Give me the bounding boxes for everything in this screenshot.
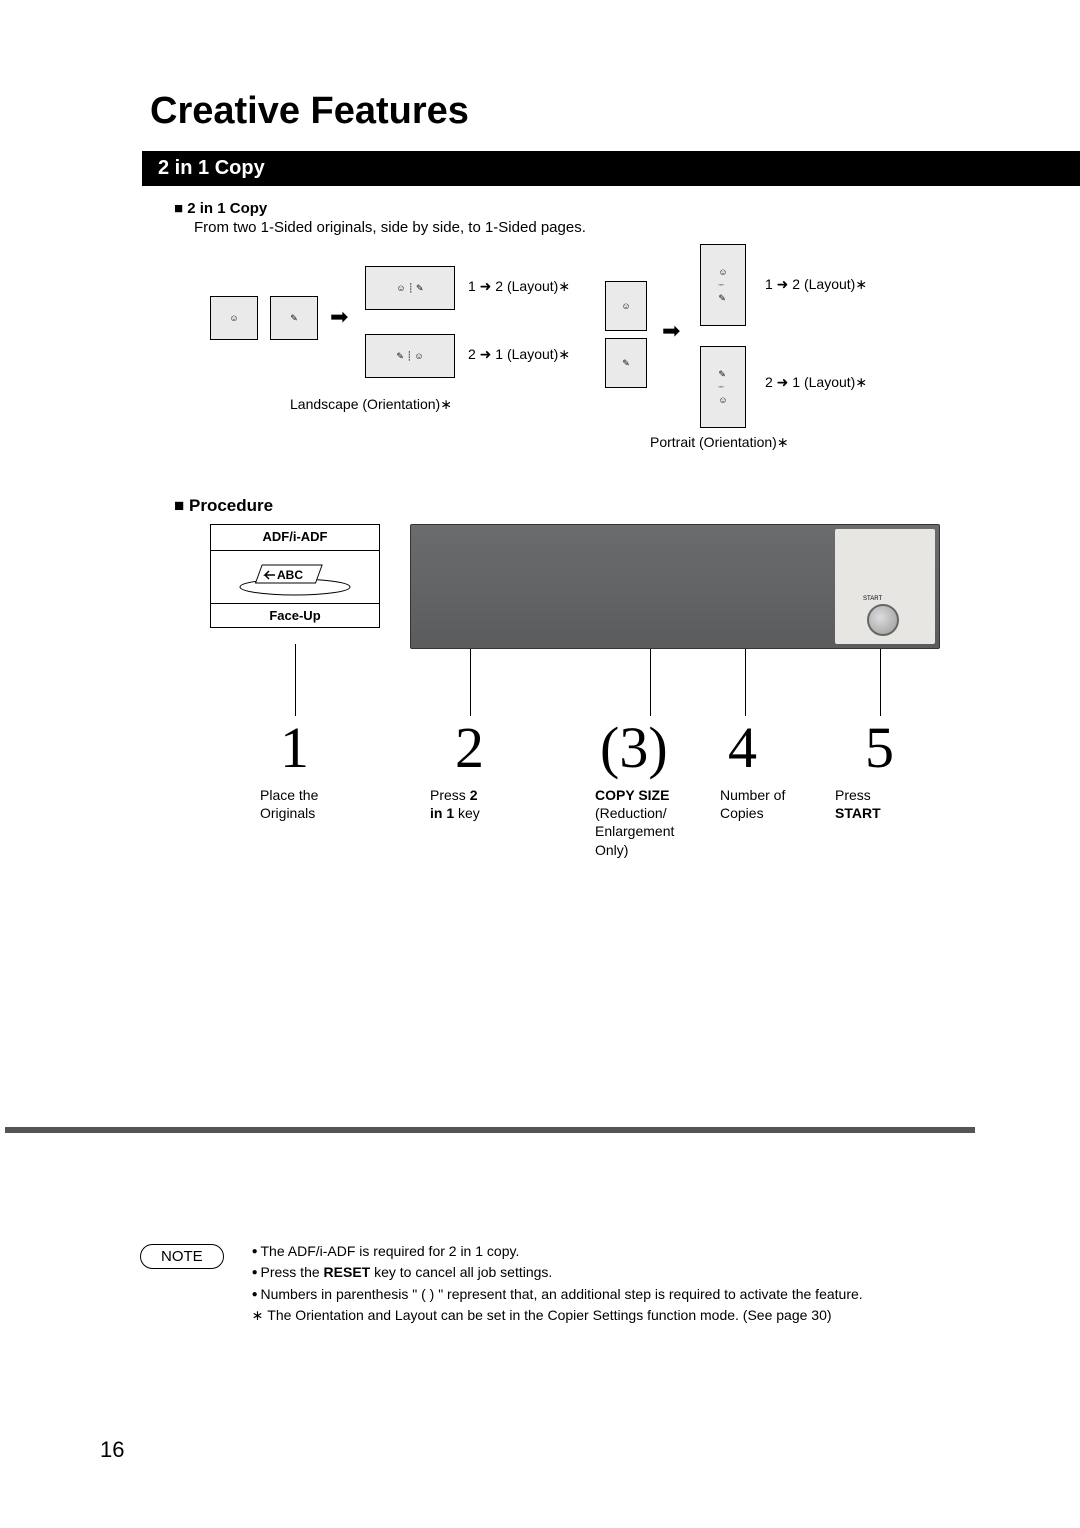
portrait-layout-21-label: 2 ➜ 1 (Layout)∗: [765, 374, 867, 391]
portrait-result-21: ✎┈☺: [700, 346, 746, 428]
subsection-description: From two 1-Sided originals, side by side…: [194, 219, 975, 236]
start-button-graphic: [867, 604, 899, 636]
svg-text:ABC: ABC: [277, 568, 303, 582]
step-text-2: Press 2 in 1 key: [430, 786, 550, 822]
layout-diagram: ☺ ✎ ➡ ☺ ┊ ✎ ✎ ┊ ☺ 1 ➜ 2 (Layout)∗ 2 ➜ 1 …: [210, 256, 975, 476]
section-bar: 2 in 1 Copy: [142, 151, 1080, 186]
step-number-4: 4: [728, 714, 757, 781]
landscape-layout-21-label: 2 ➜ 1 (Layout)∗: [468, 346, 570, 363]
page-number: 16: [100, 1437, 124, 1463]
step-text-4: Number of Copies: [720, 786, 820, 822]
note-area: NOTE The ADF/i-ADF is required for 2 in …: [140, 1242, 970, 1328]
footer-rule: [5, 1127, 975, 1133]
leader-line: [880, 649, 881, 716]
leader-line: [650, 649, 651, 716]
landscape-result-21: ✎ ┊ ☺: [365, 334, 455, 378]
arrow-right-icon: ➡: [662, 318, 680, 344]
step-number-5: 5: [865, 714, 894, 781]
portrait-layout-12-label: 1 ➜ 2 (Layout)∗: [765, 276, 867, 293]
portrait-original-1: ☺: [605, 281, 647, 331]
portrait-result-12: ☺┈✎: [700, 244, 746, 326]
page-title: Creative Features: [150, 90, 975, 133]
note-badge: NOTE: [140, 1244, 224, 1269]
start-label: START: [863, 596, 882, 602]
control-panel-right: START: [835, 529, 935, 644]
step-text-3: COPY SIZE (Reduction/ Enlargement Only): [595, 786, 725, 859]
landscape-layout-12-label: 1 ➜ 2 (Layout)∗: [468, 278, 570, 295]
note-item: Press the RESET key to cancel all job se…: [252, 1263, 863, 1283]
adf-box: ADF/i-ADF ABC Face-Up: [210, 524, 380, 628]
portrait-original-2: ✎: [605, 338, 647, 388]
leader-line: [295, 644, 296, 716]
landscape-orientation-label: Landscape (Orientation)∗: [290, 396, 452, 413]
control-panel: START: [410, 524, 940, 649]
procedure-heading: Procedure: [174, 496, 975, 516]
subsection-heading: 2 in 1 Copy: [174, 200, 975, 217]
landscape-original-2: ✎: [270, 296, 318, 340]
portrait-orientation-label: Portrait (Orientation)∗: [650, 434, 789, 451]
arrow-right-icon: ➡: [330, 304, 348, 330]
leader-line: [470, 649, 471, 716]
adf-top-label: ADF/i-ADF: [211, 525, 379, 551]
adf-image: ABC: [211, 551, 379, 603]
step-number-1: 1: [280, 714, 309, 781]
note-item: Numbers in parenthesis " ( ) " represent…: [252, 1285, 863, 1305]
landscape-original-1: ☺: [210, 296, 258, 340]
step-text-1: Place the Originals: [260, 786, 380, 822]
landscape-result-12: ☺ ┊ ✎: [365, 266, 455, 310]
note-list: The ADF/i-ADF is required for 2 in 1 cop…: [252, 1242, 863, 1328]
adf-bottom-label: Face-Up: [211, 603, 379, 627]
step-number-3: (3): [600, 714, 668, 781]
note-item: The Orientation and Layout can be set in…: [252, 1306, 863, 1326]
procedure-diagram: ADF/i-ADF ABC Face-Up START 1 2 (: [150, 524, 975, 874]
note-item: The ADF/i-ADF is required for 2 in 1 cop…: [252, 1242, 863, 1262]
step-number-2: 2: [455, 714, 484, 781]
leader-line: [745, 649, 746, 716]
step-text-5: Press START: [835, 786, 935, 822]
